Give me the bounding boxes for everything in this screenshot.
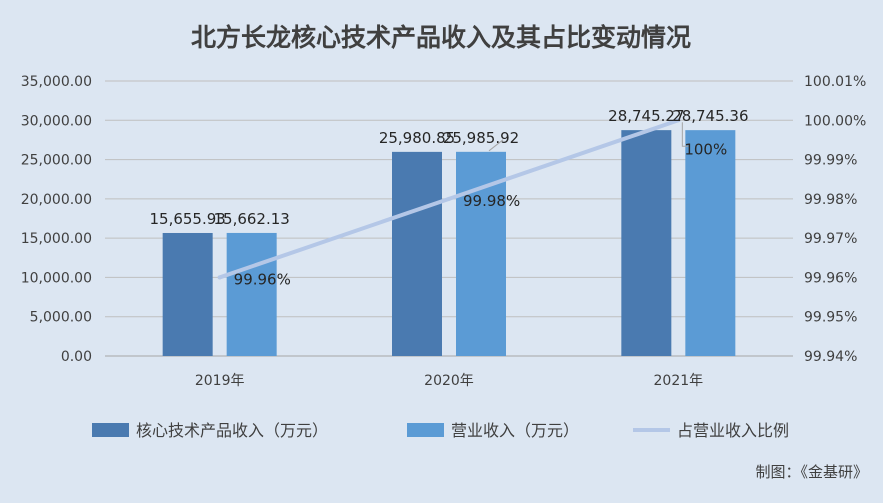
bar: [226, 232, 277, 356]
bar-value-label: 28,745.36: [672, 107, 748, 125]
bar: [162, 232, 213, 356]
legend-label: 占营业收入比例: [677, 421, 789, 440]
y-left-tick-label: 20,000.00: [21, 192, 92, 208]
y-left-tick-label: 5,000.00: [30, 310, 92, 326]
legend-label: 营业收入（万元）: [451, 421, 579, 440]
y-left-tick-label: 35,000.00: [21, 74, 92, 90]
y-left-tick-label: 25,000.00: [21, 153, 92, 169]
bar-value-label: 15,655.93: [149, 210, 225, 228]
ratio-value-label: 100%: [684, 140, 727, 158]
bar-value-label: 28,745.27: [608, 107, 684, 125]
bar-value-label: 25,980.85: [379, 129, 455, 147]
y-right-tick-label: 99.95%: [804, 310, 857, 326]
line-series-group: [217, 118, 689, 280]
y-left-tick-label: 15,000.00: [21, 231, 92, 247]
bar-value-label: 25,985.92: [443, 129, 519, 147]
ratio-line-point: [676, 118, 681, 123]
x-category-label: 2019年: [195, 373, 245, 389]
ratio-line-point: [217, 275, 222, 280]
label-leader-line: [488, 139, 504, 152]
y-right-tick-label: 99.99%: [804, 153, 857, 169]
y-right-tick-label: 100.00%: [804, 113, 866, 129]
y-right-tick-label: 99.94%: [804, 349, 857, 365]
source-credit: 制图：《金基研》: [755, 463, 868, 481]
ratio-line-point: [447, 196, 451, 201]
y-left-tick-label: 30,000.00: [21, 113, 92, 129]
chart-title: 北方长龙核心技术产品收入及其占比变动情况: [191, 23, 691, 52]
x-category-label: 2020年: [424, 373, 474, 389]
legend-swatch: [407, 423, 444, 437]
bar: [621, 130, 672, 356]
y-axis-right: 99.94% 99.95% 99.96% 99.97% 99.98% 99.99% 100.…: [804, 74, 866, 365]
x-axis-categories: 2019年 2020年 2021年: [195, 373, 703, 389]
bar-value-label: 15,662.13: [213, 210, 289, 228]
bar: [685, 130, 736, 356]
y-axis-left: 0.00 5,000.00 10,000.00 15,000.00 20,000.00 2…: [21, 74, 92, 365]
legend: 核心技术产品收入（万元） 营业收入（万元） 占营业收入比例: [92, 421, 789, 440]
bar: [392, 151, 442, 356]
legend-label: 核心技术产品收入（万元）: [136, 421, 328, 440]
legend-swatch: [92, 423, 129, 437]
y-right-tick-label: 99.98%: [804, 192, 857, 208]
bars-group: [162, 130, 736, 356]
y-right-tick-label: 100.01%: [804, 74, 866, 90]
y-left-tick-label: 0.00: [61, 349, 92, 365]
y-right-tick-label: 99.97%: [804, 231, 857, 247]
y-left-tick-label: 10,000.00: [21, 270, 92, 286]
y-right-tick-label: 99.96%: [804, 270, 857, 286]
ratio-value-label: 99.96%: [234, 270, 291, 288]
x-category-label: 2021年: [654, 373, 704, 389]
label-leader-line: [681, 122, 689, 147]
ratio-value-label: 99.98%: [463, 192, 520, 210]
